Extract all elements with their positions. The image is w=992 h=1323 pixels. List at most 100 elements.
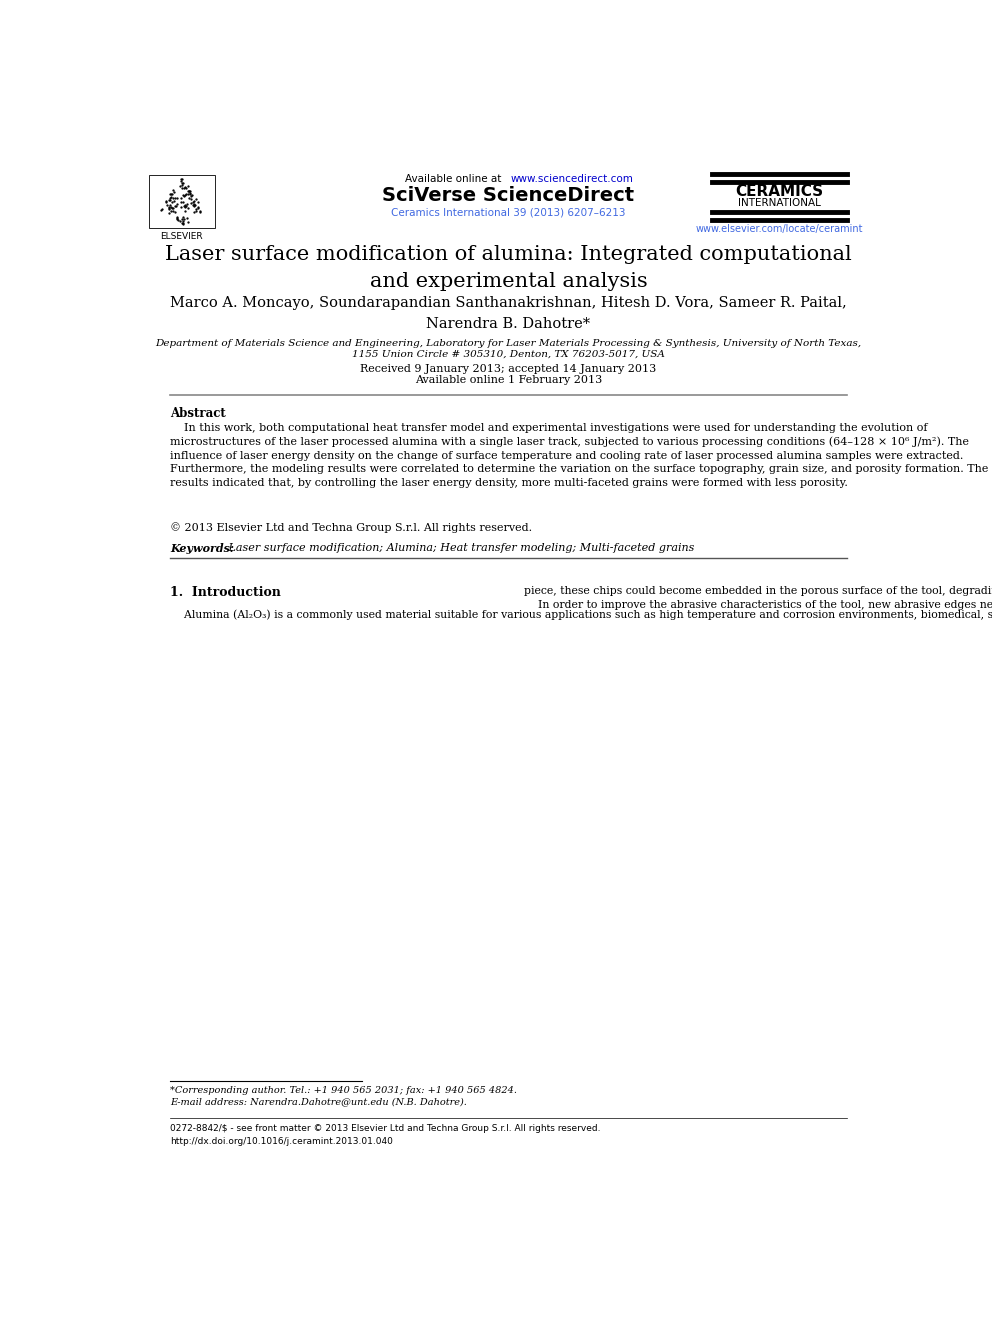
Point (187, 201, 203, 222)
Point (180, 210, 195, 232)
Point (161, 197, 177, 218)
Point (180, 194, 195, 216)
Point (163, 187, 179, 208)
Point (164, 192, 180, 213)
Point (170, 206, 186, 228)
Point (186, 191, 202, 212)
Point (172, 175, 187, 196)
Point (186, 194, 201, 216)
Point (183, 189, 198, 210)
Text: Alumina (Al₂O₃) is a commonly used material suitable for various applications su: Alumina (Al₂O₃) is a commonly used mater… (171, 609, 992, 619)
Text: Ceramics International 39 (2013) 6207–6213: Ceramics International 39 (2013) 6207–62… (391, 208, 626, 218)
Text: piece, these chips could become embedded in the porous surface of the tool, degr: piece, these chips could become embedded… (524, 586, 992, 610)
Point (165, 197, 181, 218)
Point (181, 181, 196, 202)
Point (163, 200, 179, 221)
Point (175, 212, 190, 233)
Point (175, 172, 190, 193)
Point (175, 175, 190, 196)
Point (166, 191, 182, 212)
Point (159, 194, 175, 216)
Text: www.sciencedirect.com: www.sciencedirect.com (511, 175, 634, 184)
Text: Laser surface modification; Alumina; Heat transfer modeling; Multi-faceted grain: Laser surface modification; Alumina; Hea… (225, 542, 694, 553)
Point (174, 192, 189, 213)
Point (175, 212, 190, 233)
Point (180, 183, 195, 204)
Point (188, 188, 204, 209)
Point (191, 202, 207, 224)
Point (165, 188, 181, 209)
Point (178, 194, 193, 216)
Point (177, 208, 192, 229)
Point (186, 193, 202, 214)
Point (163, 196, 179, 217)
Point (166, 181, 182, 202)
Point (178, 196, 193, 217)
Point (180, 206, 195, 228)
Point (192, 200, 208, 221)
Point (161, 198, 177, 220)
Point (169, 208, 185, 229)
Text: www.elsevier.com/locate/ceramint: www.elsevier.com/locate/ceramint (695, 224, 863, 234)
Point (167, 196, 183, 217)
Point (166, 201, 182, 222)
Point (175, 184, 190, 205)
Text: http://dx.doi.org/10.1016/j.ceramint.2013.01.040: http://dx.doi.org/10.1016/j.ceramint.201… (171, 1136, 393, 1146)
Text: Department of Materials Science and Engineering, Laboratory for Laser Materials : Department of Materials Science and Engi… (156, 339, 861, 348)
Text: INTERNATIONAL: INTERNATIONAL (738, 197, 820, 208)
Point (176, 172, 191, 193)
Point (182, 180, 197, 201)
Text: *Corresponding author. Tel.: +1 940 565 2031; fax: +1 940 565 4824.: *Corresponding author. Tel.: +1 940 565 … (171, 1086, 517, 1095)
Point (180, 176, 195, 197)
Point (170, 209, 186, 230)
Point (186, 192, 201, 213)
Point (163, 187, 179, 208)
Text: Abstract: Abstract (171, 407, 226, 421)
Point (158, 191, 174, 212)
Text: Laser surface modification of alumina: Integrated computational
and experimental: Laser surface modification of alumina: I… (165, 245, 852, 291)
Text: 1155 Union Circle # 305310, Denton, TX 76203-5017, USA: 1155 Union Circle # 305310, Denton, TX 7… (352, 349, 665, 359)
Point (177, 196, 192, 217)
Point (162, 196, 178, 217)
Point (164, 184, 180, 205)
Text: © 2013 Elsevier Ltd and Techna Group S.r.l. All rights reserved.: © 2013 Elsevier Ltd and Techna Group S.r… (171, 523, 533, 533)
Point (182, 184, 197, 205)
Text: Marco A. Moncayo, Soundarapandian Santhanakrishnan, Hitesh D. Vora, Sameer R. Pa: Marco A. Moncayo, Soundarapandian Santha… (170, 296, 847, 331)
Point (174, 196, 189, 217)
Text: E-mail address: Narendra.Dahotre@unt.edu (N.B. Dahotre).: E-mail address: Narendra.Dahotre@unt.edu… (171, 1097, 467, 1106)
Point (170, 193, 186, 214)
Point (175, 210, 190, 232)
Text: Received 9 January 2013; accepted 14 January 2013: Received 9 January 2013; accepted 14 Jan… (360, 364, 657, 373)
Point (166, 180, 182, 201)
Text: In this work, both computational heat transfer model and experimental investigat: In this work, both computational heat tr… (171, 422, 988, 488)
Point (179, 184, 194, 205)
Point (162, 184, 178, 205)
Text: Keywords:: Keywords: (171, 542, 234, 554)
Point (178, 201, 193, 222)
Point (155, 198, 171, 220)
Point (174, 188, 189, 209)
Point (162, 194, 178, 216)
Point (189, 196, 205, 217)
Point (183, 192, 198, 213)
Point (174, 177, 189, 198)
Point (177, 177, 192, 198)
Point (167, 188, 183, 209)
Point (181, 188, 196, 209)
Point (161, 189, 177, 210)
Point (181, 197, 196, 218)
Point (181, 180, 196, 201)
Text: SciVerse ScienceDirect: SciVerse ScienceDirect (382, 187, 635, 205)
Point (164, 184, 180, 205)
Point (169, 196, 185, 217)
Point (178, 177, 193, 198)
Point (165, 197, 181, 218)
Point (177, 196, 192, 217)
Point (184, 185, 199, 206)
Point (176, 185, 191, 206)
Point (175, 214, 190, 235)
Text: Available online 1 February 2013: Available online 1 February 2013 (415, 374, 602, 385)
Text: ELSEVIER: ELSEVIER (161, 232, 203, 241)
Text: CERAMICS: CERAMICS (735, 184, 823, 198)
Point (186, 201, 202, 222)
